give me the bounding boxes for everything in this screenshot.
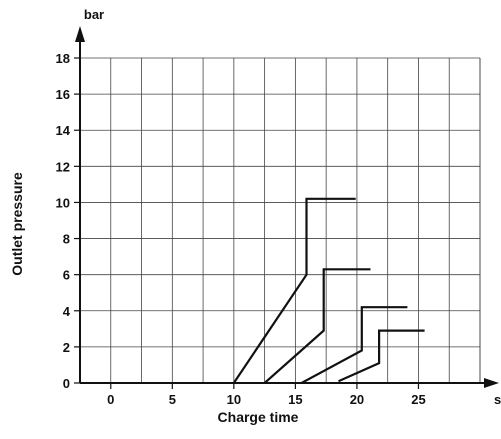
y-tick-label: 12 (56, 159, 70, 174)
x-tick-label: 25 (411, 392, 425, 407)
y-tick-label: 14 (56, 123, 71, 138)
x-tick-label: 0 (107, 392, 114, 407)
x-tick-labels: 0 5 10 15 20 25 (107, 383, 426, 407)
y-axis-arrow (75, 26, 85, 42)
series-line-2 (263, 268, 371, 384)
y-tick-label: 6 (63, 268, 70, 283)
series-line-4 (338, 329, 425, 383)
y-tick-labels: 0 2 4 6 8 10 12 14 16 18 (56, 51, 80, 391)
y-tick-label: 8 (63, 232, 70, 247)
x-tick-label: 15 (288, 392, 302, 407)
axes (75, 26, 499, 388)
x-tick-label: 5 (169, 392, 176, 407)
x-tick-label: 10 (227, 392, 241, 407)
y-tick-label: 18 (56, 51, 70, 66)
x-axis-title: Charge time (218, 409, 299, 425)
y-unit-label: bar (84, 7, 104, 22)
grid (80, 57, 481, 383)
y-tick-label: 4 (63, 304, 71, 319)
series-line-3 (300, 306, 408, 384)
y-axis-title: Outlet pressure (9, 172, 25, 276)
x-unit-label: s (494, 392, 501, 407)
series-line-1 (232, 197, 356, 384)
y-tick-label: 16 (56, 87, 70, 102)
x-axis-arrow (484, 378, 499, 388)
y-tick-label: 0 (63, 376, 70, 391)
series-lines (232, 197, 425, 384)
y-tick-label: 10 (56, 195, 70, 210)
y-tick-label: 2 (63, 340, 70, 355)
x-tick-label: 20 (350, 392, 364, 407)
